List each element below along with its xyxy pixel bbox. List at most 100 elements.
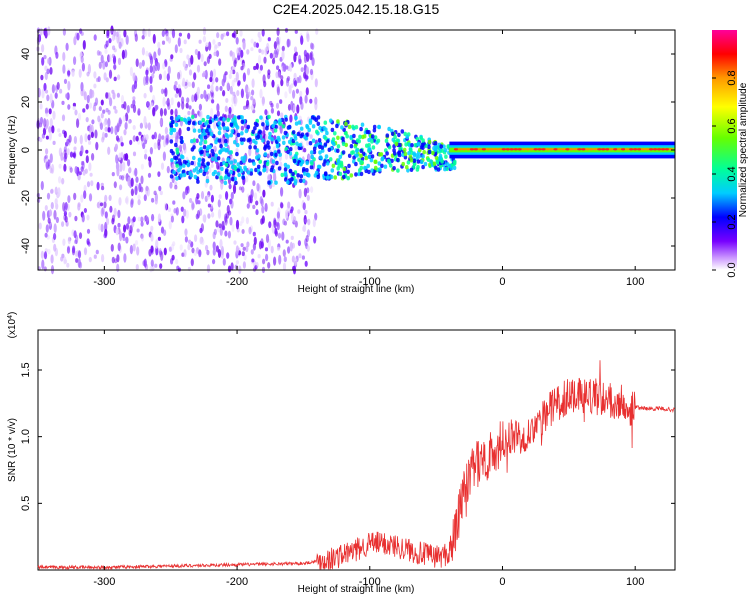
heatmap-speckle	[200, 191, 205, 200]
heatmap-speckle	[44, 232, 48, 238]
heatmap-speckle	[201, 158, 206, 163]
heatmap-speckle	[412, 158, 417, 163]
heatmap-peak	[561, 148, 566, 151]
heatmap-speckle	[39, 116, 44, 125]
heatmap-peak	[521, 148, 526, 151]
colorbar: 0.0 0.2 0.4 0.6 0.8 Normalized spectral ampl…	[712, 30, 749, 278]
heatmap-speckle	[143, 29, 148, 37]
heatmap-speckle	[129, 244, 133, 255]
heatmap-speckle	[235, 151, 239, 157]
heatmap-speckle	[188, 105, 192, 110]
heatmap-speckle	[132, 216, 136, 223]
heatmap-speckle	[383, 164, 388, 169]
heatmap-speckle	[152, 33, 156, 44]
heatmap-speckle	[254, 140, 258, 145]
heatmap-speckle	[206, 114, 210, 120]
heatmap-speckle	[299, 90, 303, 97]
heatmap-speckle	[230, 262, 234, 271]
heatmap-speckle	[331, 137, 336, 142]
heatmap-speckle	[258, 129, 263, 135]
heatmap-speckle	[93, 83, 97, 89]
heatmap-speckle	[318, 125, 322, 131]
heatmap-speckle	[236, 132, 241, 138]
heatmap-peak	[593, 148, 598, 151]
heatmap-speckle	[318, 150, 322, 155]
heatmap-speckle	[215, 77, 219, 83]
heatmap-speckle	[270, 107, 274, 114]
heatmap-speckle	[303, 49, 307, 57]
heatmap-speckle	[150, 102, 154, 107]
heatmap-speckle	[113, 63, 117, 71]
heatmap-speckle	[52, 140, 56, 145]
heatmap-speckle	[86, 71, 90, 77]
heatmap-speckle	[263, 144, 268, 149]
heatmap-speckle	[155, 104, 159, 111]
heatmap-speckle	[369, 158, 374, 163]
heatmap-speckle	[135, 264, 139, 271]
heatmap-speckle	[242, 72, 246, 82]
heatmap-speckle	[186, 126, 191, 132]
heatmap-speckle	[193, 250, 197, 256]
heatmap-speckle	[121, 175, 125, 181]
heatmap-peak	[461, 148, 467, 151]
heatmap-speckle	[217, 138, 222, 143]
heatmap-speckle	[117, 222, 121, 228]
heatmap-speckle	[61, 114, 66, 122]
heatmap-speckle	[94, 129, 98, 139]
heatmap-speckle	[230, 164, 235, 170]
heatmap-speckle	[277, 166, 282, 171]
heatmap-speckle	[87, 134, 91, 141]
heatmap-speckle	[206, 249, 210, 256]
heatmap-speckle	[109, 205, 113, 213]
heatmap-speckle	[229, 160, 234, 165]
heatmap-speckle	[88, 126, 92, 133]
heatmap-speckle	[80, 81, 84, 92]
heatmap-speckle	[285, 209, 289, 219]
heatmap-speckle	[407, 151, 411, 156]
heatmap-speckle	[72, 102, 76, 107]
heatmap-peak	[513, 148, 518, 151]
heatmap-speckle	[328, 157, 333, 162]
heatmap-speckle	[169, 174, 174, 179]
heatmap-speckle	[169, 139, 174, 144]
heatmap-speckle	[350, 150, 354, 155]
heatmap-speckle	[159, 250, 163, 256]
heatmap-speckle	[43, 55, 47, 60]
heatmap-speckle	[235, 125, 240, 130]
heatmap-speckle	[222, 125, 227, 131]
heatmap-speckle	[140, 216, 144, 223]
heatmap-speckle	[145, 80, 149, 85]
heatmap-speckle	[442, 144, 446, 149]
heatmap-speckle	[115, 154, 119, 164]
heatmap-speckle	[283, 162, 288, 168]
heatmap-speckle	[195, 213, 199, 220]
heatmap-speckle	[138, 182, 142, 193]
heatmap-speckle	[365, 129, 370, 135]
heatmap-speckle	[95, 77, 100, 83]
heatmap-speckle	[83, 91, 87, 101]
heatmap-speckle	[290, 206, 294, 212]
heatmap-speckle	[66, 262, 70, 268]
heatmap-speckle	[423, 161, 428, 167]
heatmap-speckle	[444, 154, 448, 159]
heatmap-speckle	[253, 41, 257, 48]
heatmap-speckle	[115, 227, 119, 236]
heatmap-speckle	[73, 146, 77, 151]
heatmap-speckle	[293, 134, 298, 139]
heatmap-speckle	[183, 144, 187, 154]
heatmap-speckle	[409, 167, 414, 172]
heatmap-speckle	[178, 88, 182, 98]
heatmap-speckle	[96, 50, 100, 56]
heatmap-speckle	[202, 35, 206, 43]
heatmap-speckle	[271, 58, 276, 65]
heatmap-speckle	[74, 250, 78, 257]
heatmap-speckle	[207, 84, 211, 89]
heatmap-speckle	[187, 110, 191, 116]
heatmap-speckle	[305, 160, 310, 166]
heatmap-speckle	[118, 117, 122, 127]
heatmap-speckle	[310, 186, 314, 194]
heatmap-speckle	[248, 226, 252, 235]
heatmap-speckle	[122, 236, 126, 241]
heatmap-speckle	[61, 100, 65, 105]
heatmap-speckle	[76, 118, 80, 128]
